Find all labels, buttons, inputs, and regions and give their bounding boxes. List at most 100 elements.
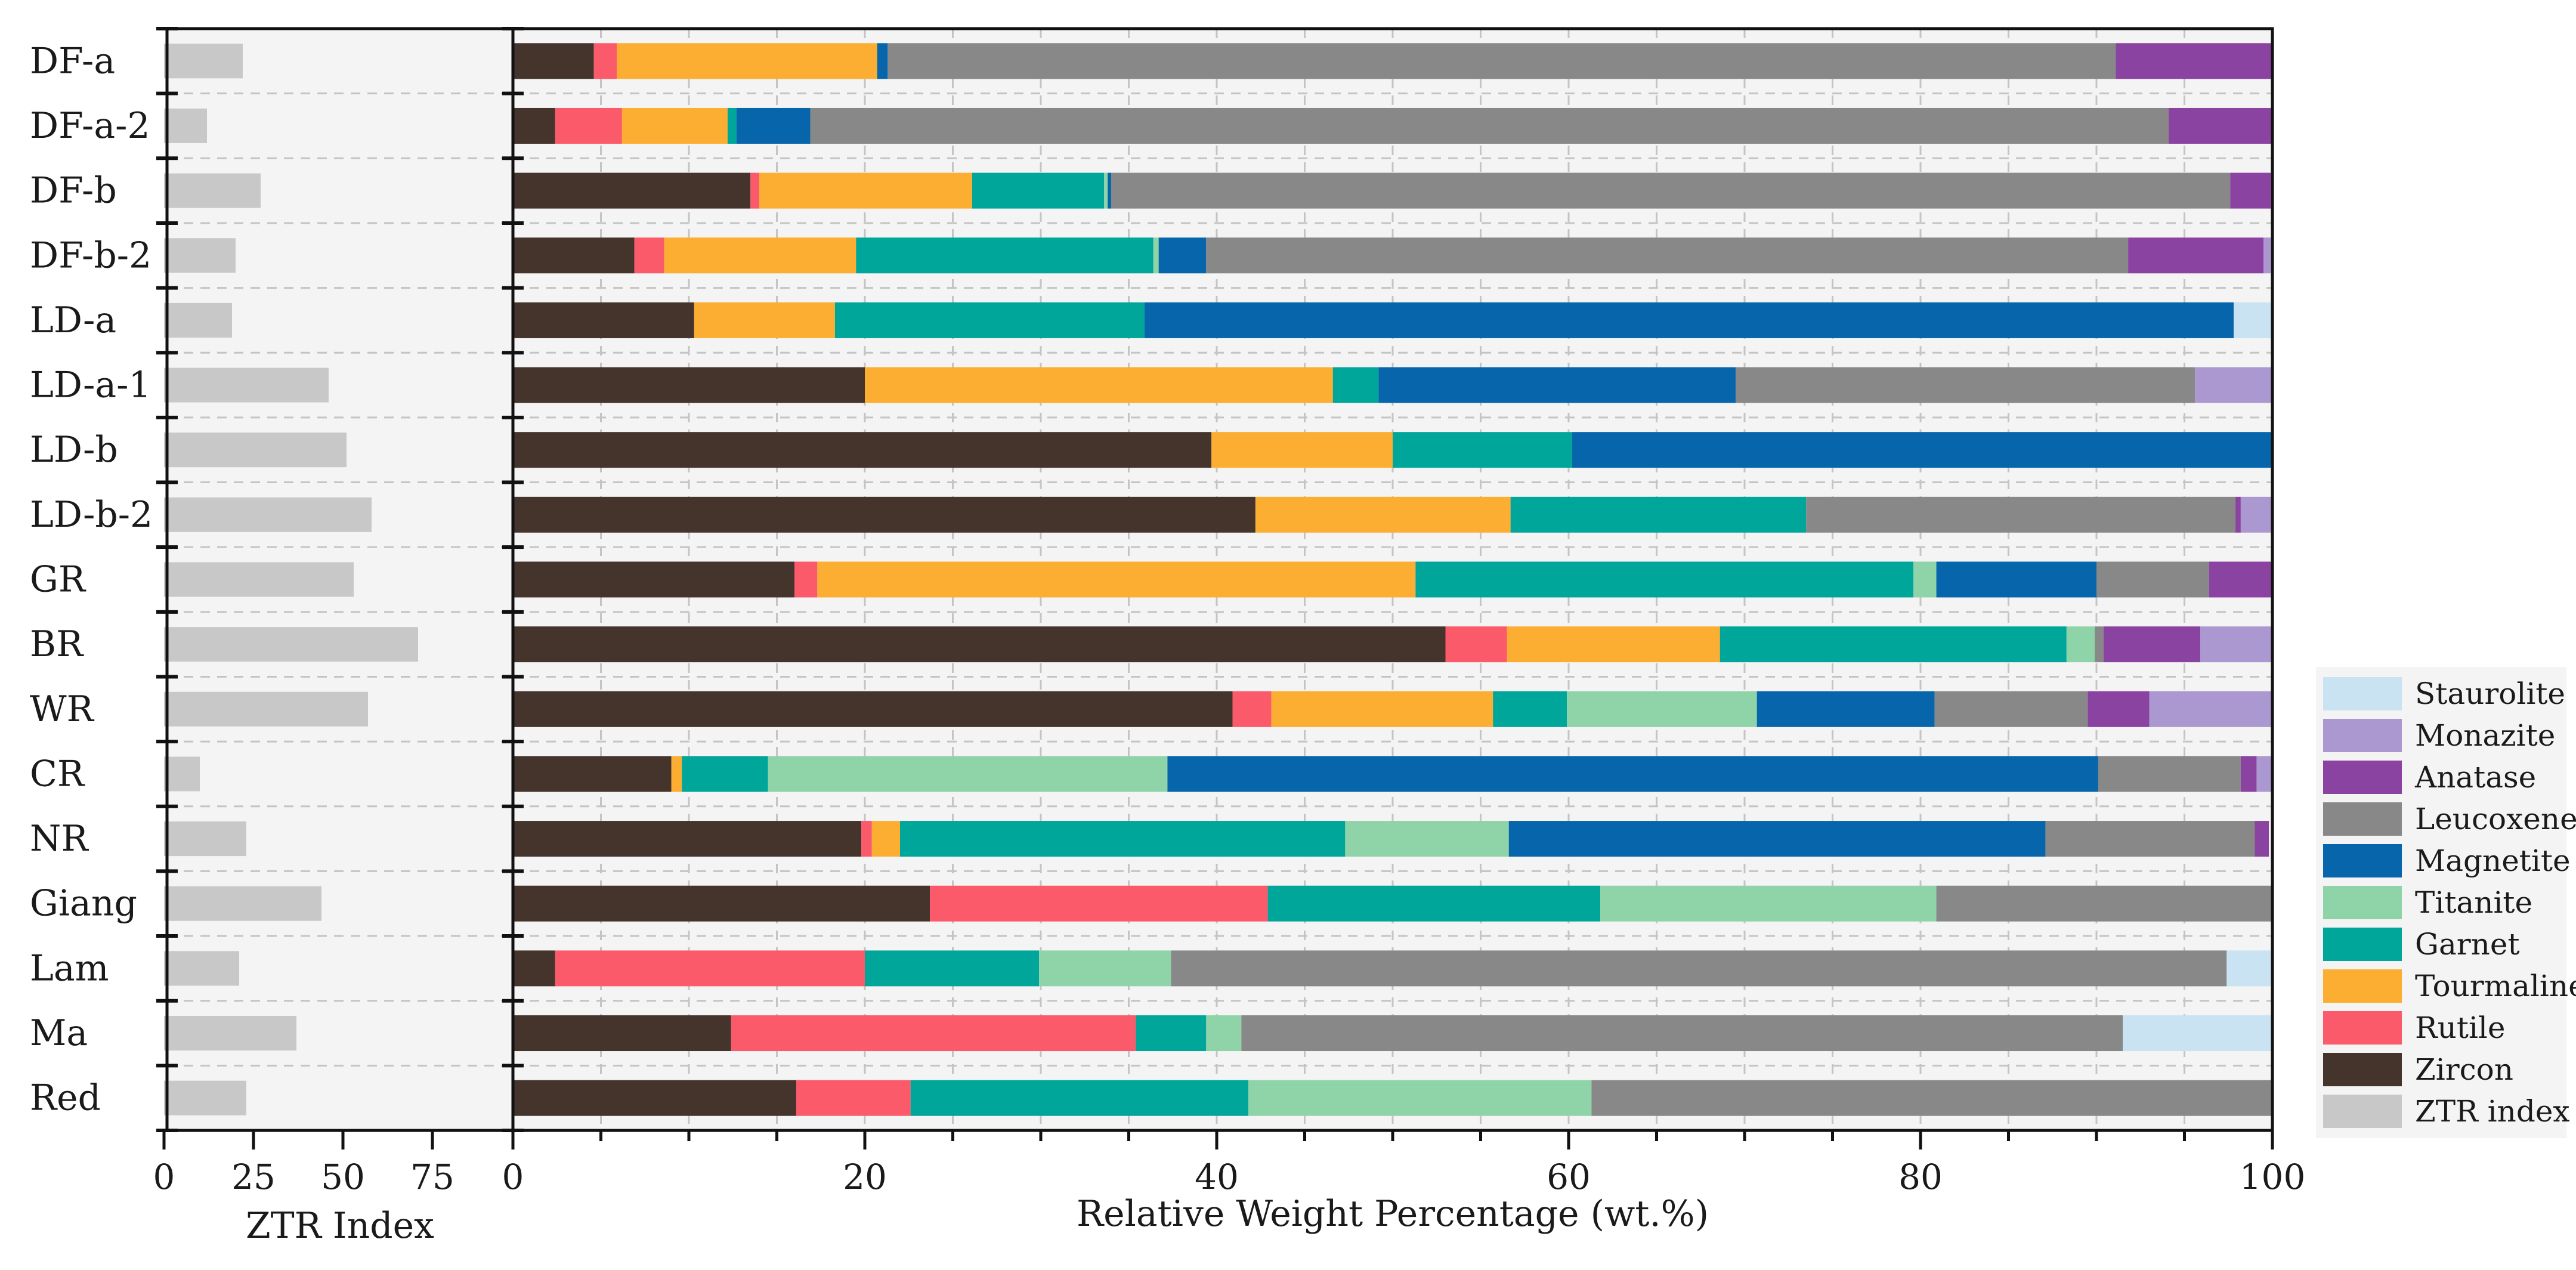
bar-GR-zircon <box>513 561 794 598</box>
bar-Ma-garnet <box>1136 1015 1207 1052</box>
sample-label: DF-a-2 <box>30 105 150 147</box>
bar-Red-garnet <box>910 1080 1249 1116</box>
bar-GR-titanite <box>1913 561 1937 598</box>
bar-WR-anatase <box>2088 691 2150 727</box>
legend-label: Anatase <box>2414 760 2536 795</box>
legend-swatch-rutile <box>2323 1011 2402 1045</box>
sample-label: BR <box>30 623 84 665</box>
bar-BR-monazite <box>2200 626 2272 663</box>
bar-GR-tourmaline <box>817 561 1416 598</box>
bar-Giang-leucoxene <box>1936 885 2272 922</box>
bar-DF-b-2-titanite <box>1153 237 1159 274</box>
bar-CR-titanite <box>768 756 1168 792</box>
bar-BR-anatase <box>2103 626 2201 663</box>
sample-label: Red <box>30 1077 101 1119</box>
legend-label: Tourmaline <box>2415 969 2576 1003</box>
ztr-index-panel: DF-a DF-a-2 DF-b DF-b-2 LD-a LD-a-1 LD-b LD-b-2… <box>30 27 515 1247</box>
bar-LD-a-tourmaline <box>694 302 835 338</box>
bar-WR-zircon <box>513 691 1233 727</box>
bar-BR-zircon <box>513 626 1446 663</box>
bar-BR-tourmaline <box>1507 626 1720 663</box>
ztr-bar-LD-a-1 <box>164 367 329 403</box>
ztr-bar-NR <box>164 821 246 857</box>
legend-swatch-anatase <box>2323 761 2402 794</box>
bar-DF-b-2-monazite <box>2263 237 2271 274</box>
ztr-bar-GR <box>164 562 354 597</box>
legend-swatch-monazite <box>2323 719 2402 752</box>
bar-GR-garnet <box>1415 561 1914 598</box>
legend-label: Zircon <box>2415 1052 2513 1087</box>
bar-DF-a-magnetite <box>877 43 888 79</box>
ztr-bar-LD-a <box>164 302 232 338</box>
bar-BR-garnet <box>1720 626 2067 663</box>
bar-WR-garnet <box>1493 691 1567 727</box>
ztr-bar-DF-b <box>164 173 261 208</box>
bar-DF-a-tourmaline <box>617 43 877 79</box>
bar-Giang-rutile <box>930 885 1268 922</box>
bar-DF-b-2-rutile <box>634 237 664 274</box>
bar-DF-a-2-tourmaline <box>621 107 728 144</box>
ztr-x-tick-label: 25 <box>231 1157 276 1197</box>
legend-label: Rutile <box>2415 1011 2506 1045</box>
bar-Lam-titanite <box>1039 950 1171 987</box>
x-tick-label: 60 <box>1547 1157 1591 1197</box>
ztr-bar-Lam <box>164 951 239 986</box>
ztr-axis-title: ZTR Index <box>246 1205 434 1247</box>
bar-Ma-zircon <box>513 1015 731 1052</box>
bar-DF-b-titanite <box>1104 172 1108 209</box>
bar-Red-rutile <box>796 1080 911 1116</box>
legend-swatch-titanite <box>2323 886 2402 919</box>
bar-DF-b-rutile <box>750 172 759 209</box>
weight-percentage-panel: 0 20 40 60 80 100 Relative Weight Percentage (… <box>502 27 2305 1235</box>
bar-Red-leucoxene <box>1591 1080 2272 1116</box>
legend-label: ZTR index <box>2415 1094 2570 1129</box>
sample-label: Ma <box>30 1012 88 1054</box>
bar-DF-a-zircon <box>513 43 594 79</box>
bar-LD-b-2-monazite <box>2240 496 2272 533</box>
legend-label: Leucoxene <box>2415 802 2576 836</box>
sample-label: LD-a <box>30 299 116 341</box>
bar-DF-b-magnetite <box>1108 172 1111 209</box>
ztr-bar-WR <box>164 691 368 727</box>
sample-label: NR <box>30 818 89 860</box>
bar-DF-a-2-zircon <box>513 107 555 144</box>
bar-Lam-rutile <box>555 950 865 987</box>
ztr-bar-CR <box>164 756 200 792</box>
legend-swatch-zircon <box>2323 1053 2402 1086</box>
bar-LD-a-1-monazite <box>2195 367 2272 403</box>
bar-LD-b-magnetite <box>1572 432 2272 468</box>
sample-label: DF-a <box>30 40 115 82</box>
bar-NR-titanite <box>1345 821 1509 857</box>
bar-LD-b-2-zircon <box>513 496 1255 533</box>
bar-LD-b-zircon <box>513 432 1212 468</box>
bar-CR-monazite <box>2256 756 2272 792</box>
x-tick-label: 0 <box>502 1157 524 1197</box>
bar-LD-b-2-tourmaline <box>1255 496 1511 533</box>
bar-DF-a-2-leucoxene <box>810 107 2169 144</box>
bar-WR-titanite <box>1567 691 1757 727</box>
sample-label: Lam <box>30 947 109 989</box>
bar-DF-a-rutile <box>593 43 617 79</box>
x-tick-label: 80 <box>1898 1157 1943 1197</box>
bar-DF-b-zircon <box>513 172 751 209</box>
ztr-bar-Ma <box>164 1016 296 1051</box>
bar-NR-leucoxene <box>2045 821 2255 857</box>
bar-WR-magnetite <box>1756 691 1935 727</box>
bar-LD-a-staurolite <box>2234 302 2272 338</box>
bar-LD-b-2-garnet <box>1510 496 1807 533</box>
ztr-bar-DF-a-2 <box>164 108 207 143</box>
bar-BR-titanite <box>2066 626 2095 663</box>
bar-LD-a-1-leucoxene <box>1736 367 2195 403</box>
sample-label: Giang <box>30 883 137 925</box>
legend: Staurolite Monazite Anatase Leucoxene Magnet… <box>2316 667 2576 1138</box>
x-tick-label: 40 <box>1195 1157 1239 1197</box>
bar-Ma-leucoxene <box>1241 1015 2123 1052</box>
bar-DF-b-2-garnet <box>856 237 1154 274</box>
bar-DF-b-2-zircon <box>513 237 635 274</box>
bar-BR-leucoxene <box>2095 626 2104 663</box>
ztr-x-tick-label: 75 <box>410 1157 454 1197</box>
bar-LD-a-1-garnet <box>1332 367 1379 403</box>
bar-Giang-garnet <box>1267 885 1601 922</box>
